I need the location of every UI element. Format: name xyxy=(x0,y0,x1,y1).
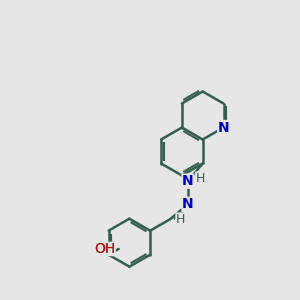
Text: N: N xyxy=(218,121,229,134)
Text: N: N xyxy=(182,197,194,211)
Text: H: H xyxy=(195,172,205,185)
Text: OH: OH xyxy=(94,242,116,256)
Text: OH: OH xyxy=(94,242,116,256)
Text: H: H xyxy=(176,213,185,226)
Text: N: N xyxy=(182,174,194,188)
